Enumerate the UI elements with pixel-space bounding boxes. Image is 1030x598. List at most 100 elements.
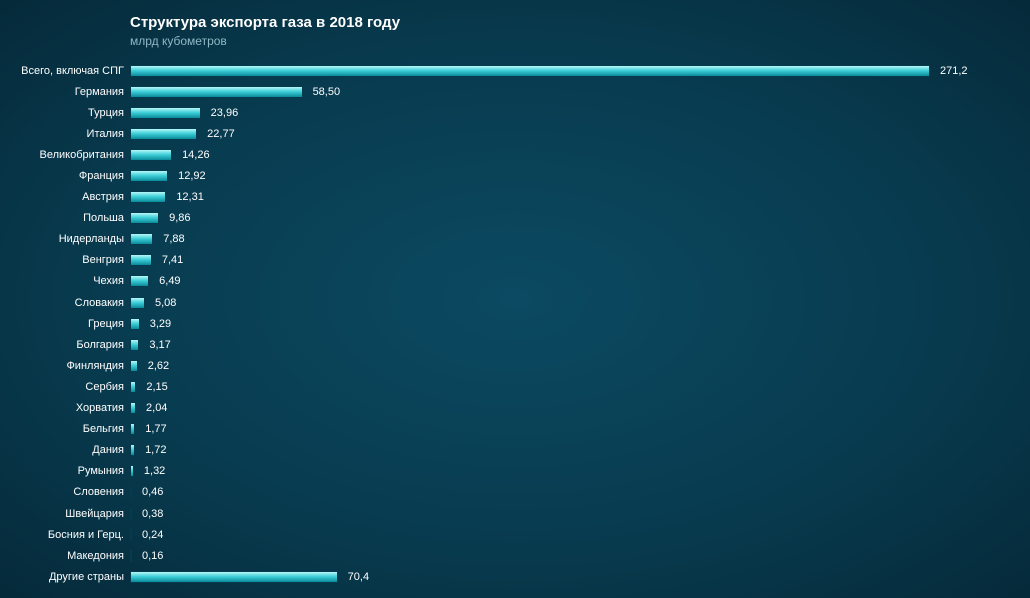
bar [130, 360, 138, 372]
bar [130, 254, 152, 266]
category-label: Словения [0, 486, 130, 498]
chart-row: Италия 22,77 [0, 123, 1030, 144]
category-label: Нидерланды [0, 233, 130, 245]
chart-row: Босния и Герц. 0,24 [0, 524, 1030, 545]
category-label: Греция [0, 318, 130, 330]
chart-row: Хорватия 2,04 [0, 398, 1030, 419]
chart-row: Великобритания 14,26 [0, 144, 1030, 165]
category-label: Швейцария [0, 508, 130, 520]
value-label: 12,92 [178, 170, 206, 182]
chart-row: Турция 23,96 [0, 102, 1030, 123]
bar [130, 465, 134, 477]
chart-row: Дания 1,72 [0, 440, 1030, 461]
bar [130, 423, 135, 435]
value-label: 22,77 [207, 128, 235, 140]
chart-title: Структура экспорта газа в 2018 году [130, 14, 400, 31]
bar [130, 212, 159, 224]
bar [130, 275, 149, 287]
category-label: Македония [0, 550, 130, 562]
value-label: 7,88 [163, 233, 184, 245]
bar [130, 486, 132, 498]
value-label: 1,77 [145, 423, 166, 435]
chart-row: Финляндия 2,62 [0, 355, 1030, 376]
category-label: Хорватия [0, 402, 130, 414]
bar [130, 191, 166, 203]
bar [130, 381, 136, 393]
category-label: Болгария [0, 339, 130, 351]
chart-row: Румыния 1,32 [0, 461, 1030, 482]
value-label: 9,86 [169, 212, 190, 224]
value-label: 1,32 [144, 465, 165, 477]
chart-row: Словения 0,46 [0, 482, 1030, 503]
value-label: 5,08 [155, 297, 176, 309]
category-label: Турция [0, 107, 130, 119]
chart-row: Швейцария 0,38 [0, 503, 1030, 524]
category-label: Бельгия [0, 423, 130, 435]
bar-chart: Всего, включая СПГ271,2 Германия 58,50 Турц… [0, 60, 1030, 587]
category-label: Финляндия [0, 360, 130, 372]
bar [130, 128, 197, 140]
category-label: Словакия [0, 297, 130, 309]
bar [130, 86, 303, 98]
bar [130, 529, 132, 541]
value-label: 6,49 [159, 275, 180, 287]
category-label: Дания [0, 444, 130, 456]
category-label: Другие страны [0, 571, 130, 583]
value-label: 0,38 [142, 508, 163, 520]
bar [130, 233, 153, 245]
bar [130, 65, 930, 77]
chart-subtitle: млрд кубометров [130, 34, 227, 48]
value-label: 3,17 [149, 339, 170, 351]
bar [130, 550, 132, 562]
value-label: 271,2 [940, 65, 968, 77]
chart-row: Польша 9,86 [0, 208, 1030, 229]
bar [130, 318, 140, 330]
category-label: Венгрия [0, 254, 130, 266]
chart-row: Греция 3,29 [0, 313, 1030, 334]
value-label: 58,50 [313, 86, 341, 98]
chart-row: Словакия 5,08 [0, 292, 1030, 313]
chart-row: Македония 0,16 [0, 545, 1030, 566]
value-label: 0,16 [142, 550, 163, 562]
category-label: Чехия [0, 275, 130, 287]
category-label: Польша [0, 212, 130, 224]
value-label: 0,46 [142, 486, 163, 498]
value-label: 7,41 [162, 254, 183, 266]
chart-row: Бельгия 1,77 [0, 419, 1030, 440]
chart-row: Нидерланды 7,88 [0, 229, 1030, 250]
bar [130, 170, 168, 182]
bar [130, 402, 136, 414]
chart-row: Всего, включая СПГ271,2 [0, 60, 1030, 81]
chart-row: Чехия 6,49 [0, 271, 1030, 292]
value-label: 1,72 [145, 444, 166, 456]
chart-row: Австрия12,31 [0, 187, 1030, 208]
chart-row: Сербия 2,15 [0, 376, 1030, 397]
category-label: Сербия [0, 381, 130, 393]
value-label: 12,31 [176, 191, 204, 203]
bar [130, 149, 172, 161]
bar [130, 444, 135, 456]
category-label: Великобритания [0, 149, 130, 161]
chart-row: Болгария 3,17 [0, 334, 1030, 355]
value-label: 23,96 [211, 107, 239, 119]
value-label: 3,29 [150, 318, 171, 330]
category-label: Франция [0, 170, 130, 182]
bar [130, 508, 132, 520]
category-label: Босния и Герц. [0, 529, 130, 541]
value-label: 2,04 [146, 402, 167, 414]
category-label: Германия [0, 86, 130, 98]
chart-row: Венгрия 7,41 [0, 250, 1030, 271]
chart-row: Другие страны 70,4 [0, 566, 1030, 587]
bar [130, 297, 145, 309]
value-label: 0,24 [142, 529, 163, 541]
bar [130, 571, 338, 583]
chart-row: Германия 58,50 [0, 81, 1030, 102]
chart-row: Франция 12,92 [0, 165, 1030, 186]
value-label: 70,4 [348, 571, 369, 583]
value-label: 2,15 [146, 381, 167, 393]
bar [130, 107, 201, 119]
category-label: Румыния [0, 465, 130, 477]
value-label: 14,26 [182, 149, 210, 161]
category-label: Италия [0, 128, 130, 140]
value-label: 2,62 [148, 360, 169, 372]
